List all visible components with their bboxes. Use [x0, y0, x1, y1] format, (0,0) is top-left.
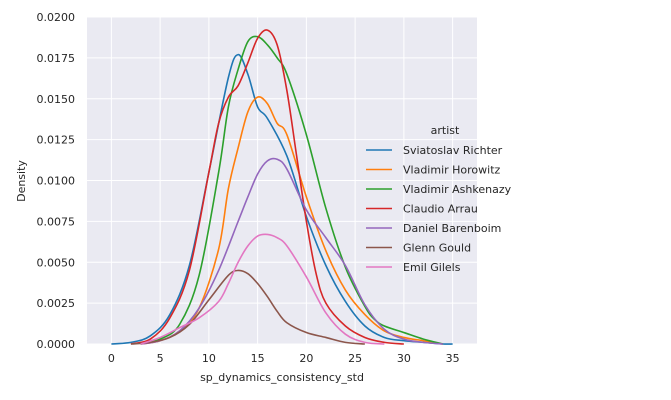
legend-item-vladimir-horowitz: Vladimir Horowitz	[366, 164, 501, 177]
series-line-sviatoslav-richter	[111, 53, 453, 345]
legend-label: Glenn Gould	[403, 242, 471, 255]
y-tick-label: 0.0150	[37, 93, 76, 106]
x-tick-label: 15	[251, 352, 265, 365]
y-tick-labels: 0.0000 0.0025 0.0050 0.0075 0.0100 0.0125 0.01…	[37, 11, 76, 351]
legend-item-sviatoslav-richter: Sviatoslav Richter	[366, 144, 503, 157]
legend: artist Sviatoslav Richter Vladimir Horowi…	[366, 124, 512, 274]
legend-title: artist	[431, 124, 460, 137]
grid-lines	[87, 16, 477, 345]
legend-label: Vladimir Horowitz	[403, 164, 501, 177]
x-tick-label: 35	[446, 352, 460, 365]
y-tick-label: 0.0025	[37, 297, 76, 310]
series-line-emil-gilels	[140, 233, 385, 345]
legend-label: Vladimir Ashkenazy	[403, 183, 512, 196]
series-line-claudio-arrau	[130, 29, 404, 345]
legend-item-daniel-barenboim: Daniel Barenboim	[366, 222, 501, 235]
series-line-glenn-gould	[130, 269, 365, 345]
y-tick-label: 0.0125	[37, 134, 76, 147]
legend-label: Daniel Barenboim	[403, 222, 501, 235]
legend-items: Sviatoslav Richter Vladimir Horowitz Vladi…	[366, 144, 512, 274]
y-tick-label: 0.0000	[37, 338, 76, 351]
x-tick-labels: 0 5 10 15 20 25 30 35	[108, 352, 460, 365]
y-tick-label: 0.0050	[37, 256, 76, 269]
legend-item-vladimir-ashkenazy: Vladimir Ashkenazy	[366, 183, 512, 196]
x-axis-label: sp_dynamics_consistency_std	[200, 371, 364, 384]
x-tick-label: 20	[299, 352, 313, 365]
legend-label: Claudio Arrau	[403, 203, 478, 216]
legend-label: Emil Gilels	[403, 261, 461, 274]
legend-item-glenn-gould: Glenn Gould	[366, 242, 471, 255]
legend-item-claudio-arrau: Claudio Arrau	[366, 203, 478, 216]
x-tick-label: 0	[108, 352, 115, 365]
y-tick-label: 0.0200	[37, 11, 76, 24]
x-tick-label: 5	[157, 352, 164, 365]
legend-label: Sviatoslav Richter	[403, 144, 503, 157]
legend-item-emil-gilels: Emil Gilels	[366, 261, 461, 274]
x-tick-label: 25	[348, 352, 362, 365]
density-curves	[111, 29, 453, 345]
x-tick-label: 10	[202, 352, 216, 365]
series-line-daniel-barenboim	[140, 157, 443, 345]
y-tick-label: 0.0075	[37, 215, 76, 228]
y-axis-label: Density	[15, 160, 28, 202]
y-tick-label: 0.0175	[37, 52, 76, 65]
x-tick-label: 30	[397, 352, 411, 365]
y-tick-label: 0.0100	[37, 175, 76, 188]
